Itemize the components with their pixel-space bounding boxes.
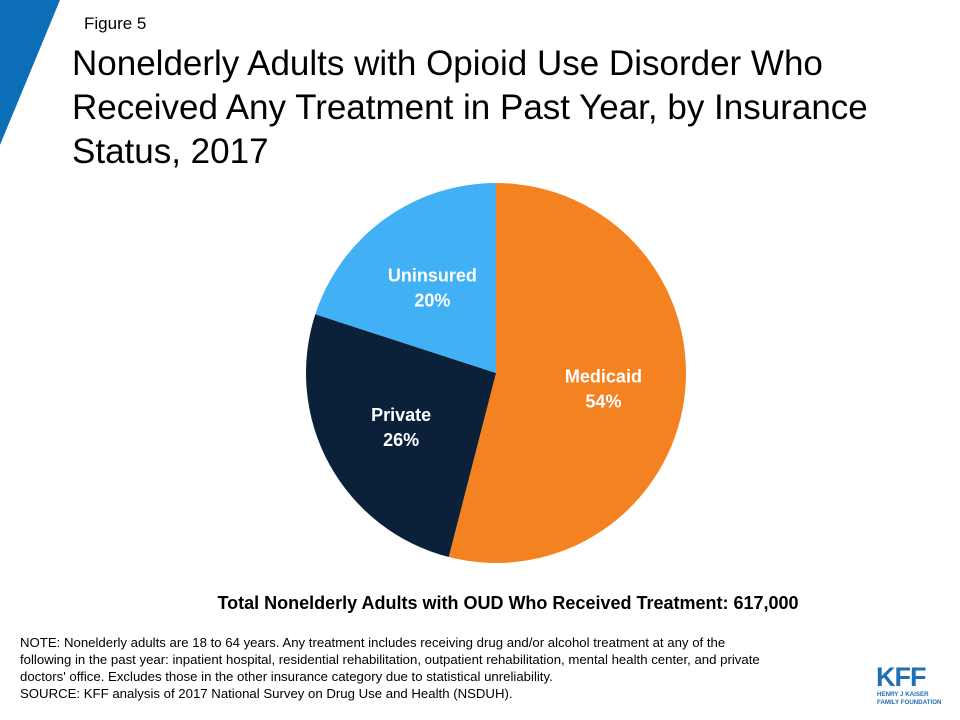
footnote-line: NOTE: Nonelderly adults are 18 to 64 yea… xyxy=(20,635,726,650)
footnote-line: following in the past year: inpatient ho… xyxy=(20,652,760,667)
slice-label-medicaid: Medicaid 54% xyxy=(565,367,642,412)
slice-category-label: Private xyxy=(371,405,431,425)
corner-accent-shape xyxy=(0,0,60,145)
footnote-line: doctors' office. Excludes those in the o… xyxy=(20,669,553,684)
kff-logo-line1: HENRY J KAISER xyxy=(877,691,929,698)
figure-label: Figure 5 xyxy=(84,14,147,33)
kff-logo-line2: FAMILY FOUNDATION xyxy=(877,699,942,706)
total-caption: Total Nonelderly Adults with OUD Who Rec… xyxy=(217,593,799,613)
pie-slice-medicaid xyxy=(448,183,686,563)
pie-slice-uninsured xyxy=(315,183,496,373)
chart-title: Nonelderly Adults with Opioid Use Disord… xyxy=(72,44,868,171)
slice-value-label: 26% xyxy=(383,430,419,450)
pie-slice-private xyxy=(305,314,496,558)
slice-category-label: Uninsured xyxy=(388,265,477,285)
kff-logo-letters: KFF xyxy=(876,662,926,692)
pie-labels: Medicaid 54% Private 26% Uninsured 20% xyxy=(371,265,642,450)
slice-value-label: 54% xyxy=(585,392,621,412)
pie-slices xyxy=(305,183,686,563)
slice-label-uninsured: Uninsured 20% xyxy=(388,265,477,310)
slice-value-label: 20% xyxy=(414,290,450,310)
slice-label-private: Private 26% xyxy=(371,405,431,450)
footnote: NOTE: Nonelderly adults are 18 to 64 yea… xyxy=(20,634,860,702)
corner-accent-triangle xyxy=(0,0,60,145)
slice-category-label: Medicaid xyxy=(565,367,642,387)
footnote-line: SOURCE: KFF analysis of 2017 National Su… xyxy=(20,686,513,701)
kff-logo: KFF HENRY J KAISER FAMILY FOUNDATION xyxy=(876,662,942,706)
